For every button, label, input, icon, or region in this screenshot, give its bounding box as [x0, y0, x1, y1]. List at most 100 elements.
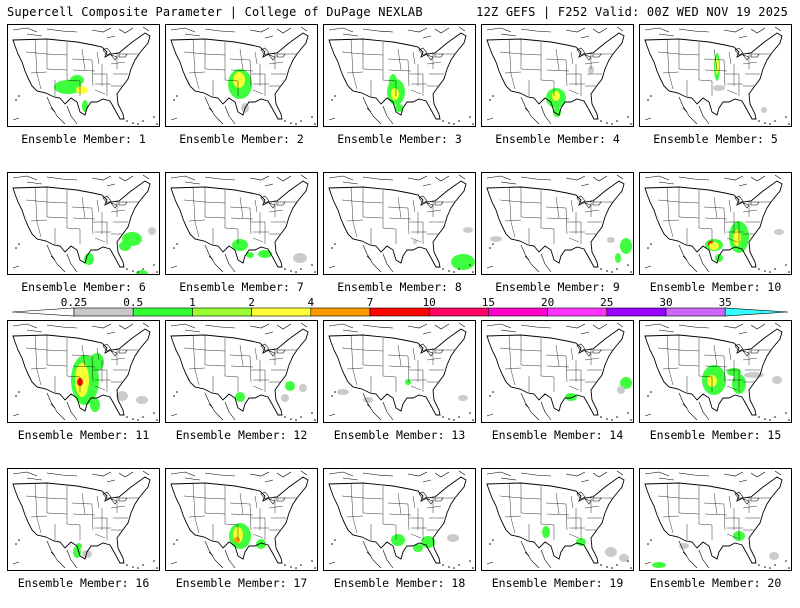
state-border [662, 71, 680, 74]
great-lake [434, 201, 444, 206]
state-border [352, 517, 358, 534]
state-border [678, 349, 700, 352]
panel-frame [7, 320, 160, 423]
country-border [644, 413, 652, 417]
great-lake [426, 54, 434, 61]
great-lake [426, 202, 434, 209]
island [774, 268, 776, 270]
island [788, 567, 790, 569]
state-border [545, 58, 567, 61]
country-border [362, 324, 394, 329]
state-border [25, 51, 48, 55]
island [173, 543, 175, 545]
country-border [249, 175, 270, 181]
country-border [382, 253, 394, 273]
island [650, 539, 652, 541]
country-border [204, 176, 236, 181]
ensemble-panel-5: Ensemble Member: 5 [639, 24, 792, 164]
colorbar-tick-label: 7 [367, 296, 374, 309]
island [600, 268, 602, 270]
scp-area [395, 104, 403, 112]
country-border [644, 175, 670, 181]
country-border [458, 26, 466, 32]
colorbar-segment [428, 307, 489, 317]
island [616, 564, 618, 566]
map-boundaries [12, 26, 158, 125]
coastline [328, 476, 467, 564]
state-border [666, 38, 670, 75]
state-border [66, 523, 81, 526]
ensemble-map [323, 468, 476, 571]
state-border [46, 53, 68, 56]
state-border [742, 505, 758, 509]
scp-area [620, 377, 632, 389]
scp-area [391, 88, 399, 100]
state-border [224, 523, 239, 526]
island [647, 395, 649, 397]
island [611, 271, 613, 273]
island [458, 416, 460, 418]
scp-area [709, 242, 719, 250]
scp-area [588, 66, 594, 74]
state-border [224, 375, 239, 378]
state-border [96, 51, 100, 65]
island [489, 543, 491, 545]
scp-contours [391, 534, 459, 552]
coastline [170, 180, 309, 268]
great-lake [592, 53, 602, 58]
state-border [346, 71, 364, 74]
state-border [410, 237, 422, 243]
great-lake [592, 349, 602, 354]
scp-area [761, 107, 767, 113]
island [142, 268, 144, 270]
state-border [350, 482, 354, 519]
state-border [723, 503, 726, 531]
scp-area [447, 534, 459, 542]
island [15, 247, 17, 249]
island [334, 243, 336, 245]
great-lake [434, 497, 444, 502]
state-border [204, 497, 226, 500]
map-boundaries [12, 322, 158, 421]
great-lake [102, 343, 112, 352]
state-border [387, 502, 409, 505]
great-lake [118, 349, 128, 354]
coastline [12, 476, 151, 564]
state-border [698, 79, 713, 82]
country-border [738, 35, 748, 39]
state-border [34, 334, 38, 371]
country-border [12, 413, 20, 417]
great-lake [110, 498, 118, 505]
state-border [188, 515, 206, 518]
country-border [644, 323, 670, 329]
colorbar-segment [251, 307, 312, 317]
island [774, 120, 776, 122]
scp-area [337, 389, 349, 395]
country-border [264, 479, 274, 483]
country-border [204, 472, 236, 477]
scp-area [413, 240, 417, 244]
panel-frame [165, 320, 318, 423]
state-border [412, 495, 416, 509]
state-border [555, 492, 560, 515]
country-border [362, 176, 394, 181]
island [290, 122, 292, 124]
state-border [510, 517, 516, 534]
state-border [520, 349, 542, 352]
country-border [658, 477, 675, 481]
ensemble-map [165, 320, 318, 423]
island [176, 391, 178, 393]
island [137, 123, 139, 125]
state-border [508, 482, 512, 519]
island [334, 539, 336, 541]
state-border [382, 79, 397, 82]
state-border [66, 375, 81, 378]
island [453, 419, 455, 421]
ensemble-member-label: Ensemble Member: 17 [175, 576, 308, 590]
country-border [249, 27, 270, 33]
island [126, 564, 128, 566]
country-border [580, 331, 590, 335]
country-border [616, 470, 624, 476]
country-border [91, 175, 112, 181]
island [616, 416, 618, 418]
